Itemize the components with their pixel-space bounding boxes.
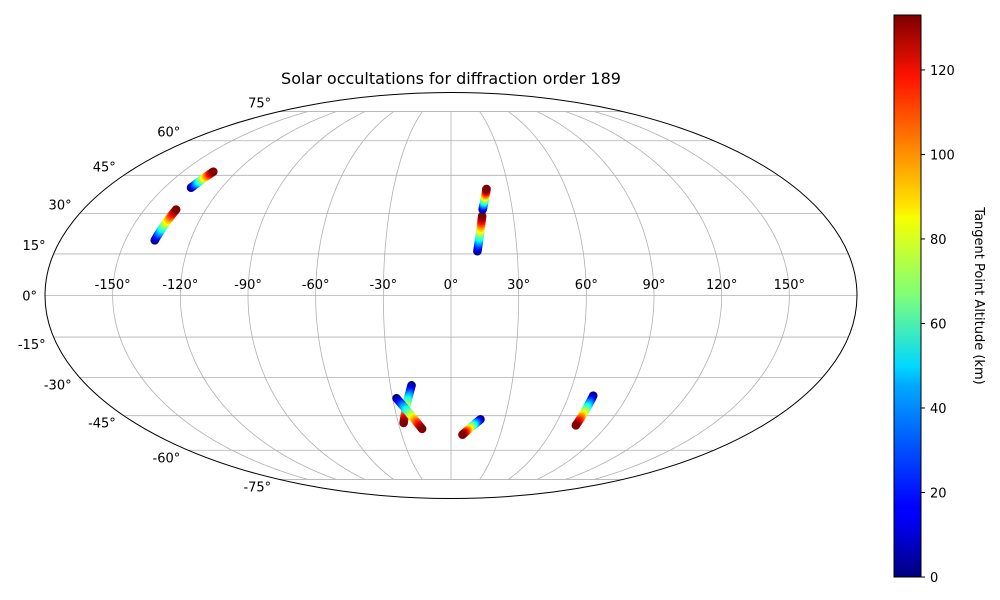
colorbar: 0 20 40 60 80 100 120 Tangent Point Altitude (… xyxy=(893,14,986,586)
colorbar-tick-label: 60 xyxy=(930,317,947,332)
colorbar-tick-label: 40 xyxy=(930,402,947,417)
longitude-gridline xyxy=(479,111,520,480)
longitude-gridline xyxy=(247,111,366,480)
longitude-tick-labels: -150° -120° -90° -60° -30° 0° 30° 60° 90° 120° 150… xyxy=(95,278,805,293)
longitude-gridline xyxy=(315,111,394,480)
longitude-tick-label: -90° xyxy=(234,278,262,293)
longitude-tick-label: 60° xyxy=(575,278,598,293)
occultation-point xyxy=(417,424,427,434)
colorbar-tick-label: 120 xyxy=(930,64,955,79)
occultation-points xyxy=(150,167,598,439)
longitude-gridline xyxy=(565,111,723,480)
longitude-tick-label: 0° xyxy=(444,278,459,293)
colorbar-tick-label: 20 xyxy=(930,486,947,501)
longitude-gridline xyxy=(508,111,587,480)
map-grid xyxy=(45,111,857,480)
longitude-tick-label: 30° xyxy=(507,278,530,293)
occultation-point xyxy=(208,167,218,176)
longitude-tick-label: -60° xyxy=(302,278,330,293)
colorbar-tick-label: 80 xyxy=(930,233,947,248)
latitude-tick-labels: 75° 60° 45° 30° 15° 0° -15° -30° -45° -60° -75° xyxy=(18,97,271,496)
latitude-tick-label: -45° xyxy=(88,417,116,432)
latitude-tick-label: 30° xyxy=(49,198,72,213)
longitude-gridline xyxy=(179,111,337,480)
latitude-tick-label: -30° xyxy=(44,379,72,394)
colorbar-ticks: 0 20 40 60 80 100 120 xyxy=(921,64,955,586)
longitude-tick-label: 90° xyxy=(642,278,665,293)
latitude-tick-label: -60° xyxy=(153,451,181,466)
longitude-tick-label: -150° xyxy=(95,278,131,293)
longitude-tick-label: 120° xyxy=(706,278,737,293)
longitude-gridline xyxy=(112,111,308,480)
colorbar-gradient xyxy=(893,14,922,578)
latitude-tick-label: 45° xyxy=(93,160,116,175)
longitude-tick-label: -30° xyxy=(369,278,397,293)
occultation-point xyxy=(399,418,408,428)
latitude-tick-label: 0° xyxy=(22,290,37,305)
latitude-tick-label: 15° xyxy=(23,239,46,254)
latitude-tick-label: 60° xyxy=(157,126,180,141)
longitude-tick-label: 150° xyxy=(774,278,805,293)
occultation-point xyxy=(477,211,487,221)
occultation-point xyxy=(571,421,581,430)
colorbar-tick-label: 100 xyxy=(930,148,955,163)
longitude-gridline xyxy=(536,111,655,480)
colorbar-tick-label: 0 xyxy=(930,571,938,586)
map-outline xyxy=(44,92,858,499)
colorbar-label: Tangent Point Altitude (km) xyxy=(971,206,986,384)
latitude-tick-label: -15° xyxy=(18,338,46,353)
occultation-point xyxy=(482,184,491,194)
occultation-point xyxy=(458,430,467,439)
longitude-gridline xyxy=(594,111,790,480)
latitude-tick-label: -75° xyxy=(243,480,271,495)
chart-title: Solar occultations for diffraction order… xyxy=(281,69,621,88)
longitude-tick-label: -120° xyxy=(162,278,198,293)
longitude-gridline xyxy=(382,111,423,480)
occultation-point xyxy=(171,205,181,214)
latitude-tick-label: 75° xyxy=(248,97,271,112)
